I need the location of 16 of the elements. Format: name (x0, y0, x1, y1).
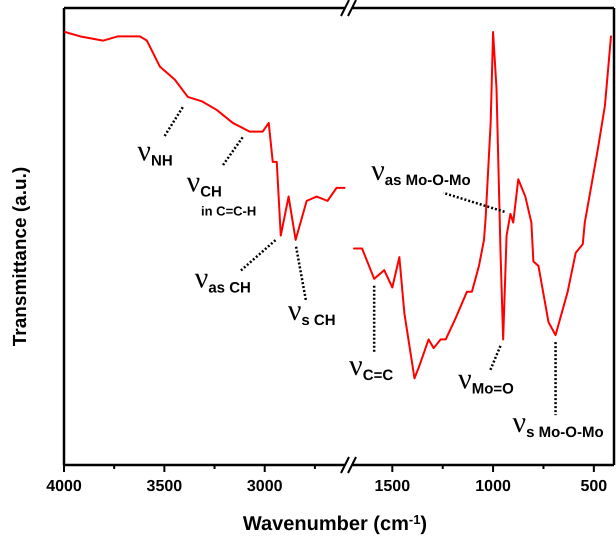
x-tick-label: 1000 (475, 478, 511, 495)
x-axis-title: Wavenumber (cm$^{-1}$) (242, 512, 428, 535)
annotation: ν$_{C=C}$ (349, 348, 394, 384)
annotation: ν$_{s Mo-O-Mo}$ (512, 406, 604, 441)
annotation: ν$_{NH}$ (137, 134, 173, 169)
annotation: ν$_{as Mo-O-Mo}$ (371, 154, 471, 188)
x-tick-label: 4000 (46, 478, 82, 495)
x-tick-label: 3000 (246, 478, 283, 495)
annotation: ν$_{Mo=O}$ (458, 362, 514, 397)
y-axis-title: Transmittance (a.u.) (10, 166, 31, 346)
x-tick-label: 3500 (146, 478, 182, 495)
annotation: ν$_{s CH}$ (288, 294, 336, 328)
annotation: ν$_{CH}$ in C=C-H (186, 166, 256, 219)
x-tick-label: 500 (580, 478, 608, 495)
annotation: ν$_{as CH}$ (194, 262, 251, 296)
x-tick-label: 1500 (374, 478, 410, 495)
